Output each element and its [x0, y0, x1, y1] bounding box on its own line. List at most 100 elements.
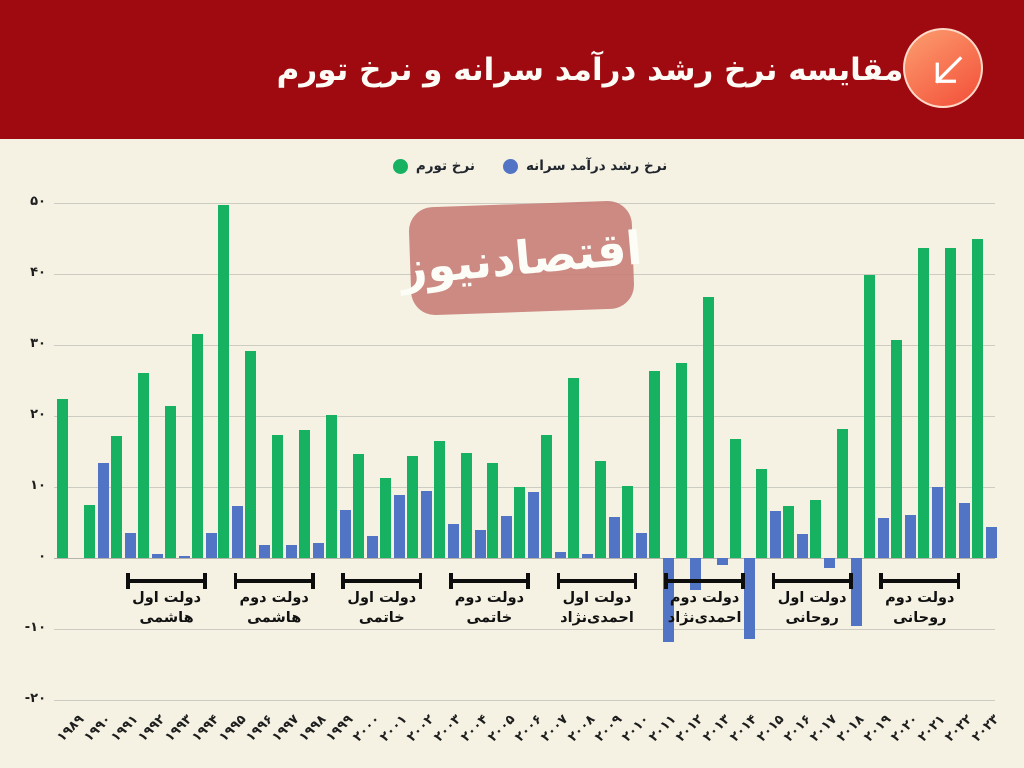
x-axis-year-label: ۲۰۱۹ — [861, 712, 895, 746]
period-label-6: دولت اول روحانی — [742, 588, 882, 628]
period-label-5: دولت دوم احمدی‌نژاد — [635, 588, 775, 628]
period-label-line1: دولت اول — [347, 590, 417, 606]
x-axis-year-label: ۲۰۰۰ — [350, 712, 384, 746]
bar-inflation-2009 — [595, 460, 606, 558]
period-label-line1: دولت دوم — [239, 590, 309, 606]
period-bracket-line-6 — [771, 579, 853, 583]
x-axis-year-label: ۲۰۱۸ — [834, 712, 868, 746]
bar-inflation-1994 — [191, 333, 203, 558]
bar-income-growth-2005 — [501, 516, 513, 558]
bar-inflation-1991 — [110, 435, 122, 558]
x-axis-year-label: ۲۰۰۶ — [511, 712, 545, 746]
bar-inflation-2012 — [675, 362, 687, 558]
x-axis-year-label: ۲۰۱۴ — [727, 712, 761, 746]
x-axis-year-label: ۱۹۹۶ — [242, 712, 276, 746]
period-bracket-cap — [311, 572, 315, 589]
x-axis-year-label: ۲۰۱۱ — [646, 712, 680, 746]
period-bracket-cap — [741, 572, 745, 589]
bar-inflation-2022 — [944, 247, 956, 558]
x-axis-year-label: ۲۰۱۵ — [753, 712, 788, 746]
period-label-4: دولت اول احمدی‌نژاد — [527, 588, 667, 628]
bar-inflation-2021 — [917, 248, 929, 558]
inflation-legend-dot-icon — [392, 158, 408, 174]
bar-income-growth-1993 — [178, 555, 190, 558]
period-bracket-cap — [418, 572, 423, 589]
period-label-7: دولت دوم روحانی — [850, 588, 990, 628]
bar-income-growth-1999 — [340, 510, 351, 558]
y-axis-tick-label: ۱۰ — [30, 478, 46, 493]
bar-inflation-1995 — [218, 205, 230, 558]
period-bracket-cap — [849, 572, 853, 589]
x-axis-year-label: ۲۰۲۰ — [888, 712, 922, 746]
bar-income-growth-1998 — [313, 543, 325, 558]
legend-item-inflation: نرخ تورم — [392, 158, 475, 174]
x-axis-year-label: ۲۰۰۴ — [458, 712, 492, 746]
period-bracket-line-1 — [233, 579, 315, 583]
bar-income-growth-2014 — [743, 558, 755, 639]
period-label-line1: دولت دوم — [885, 590, 955, 606]
x-axis-year-label: ۱۹۹۲ — [135, 712, 169, 746]
arrow-down-left-icon — [903, 28, 983, 108]
x-axis-year-label: ۲۰۰۸ — [565, 712, 599, 746]
period-label-line2: روحانی — [785, 610, 839, 626]
income-growth-legend-dot-icon — [502, 158, 518, 174]
x-axis-year-label: ۱۹۹۸ — [296, 712, 330, 746]
bar-income-growth-2023 — [985, 526, 997, 558]
bar-inflation-2010 — [621, 485, 633, 558]
period-bracket-cap — [526, 572, 530, 589]
x-axis-year-label: ۱۹۸۹ — [54, 712, 88, 746]
x-axis-year-label: ۲۰۱۳ — [700, 712, 734, 746]
period-bracket-cap — [449, 572, 453, 589]
bar-inflation-2005 — [487, 462, 499, 558]
bar-inflation-2017 — [810, 500, 822, 558]
period-bracket-line-4 — [556, 579, 638, 583]
bar-inflation-2007 — [541, 435, 553, 558]
bar-income-growth-2019 — [878, 518, 889, 558]
bar-inflation-2004 — [460, 452, 472, 558]
bar-inflation-2001 — [379, 477, 391, 558]
bar-inflation-2015 — [756, 469, 768, 558]
x-axis-year-label: ۲۰۱۰ — [619, 712, 653, 746]
bar-inflation-1998 — [299, 430, 311, 558]
bar-inflation-2003 — [433, 440, 445, 558]
bar-income-growth-2021 — [931, 487, 943, 558]
period-label-line2: هاشمی — [247, 610, 302, 626]
period-bracket-cap — [771, 572, 776, 589]
gridline-y--10 — [54, 628, 995, 630]
bar-inflation-1993 — [164, 406, 176, 558]
bar-income-growth-1996 — [259, 544, 271, 558]
x-axis-year-label: ۱۹۹۷ — [269, 712, 303, 746]
period-bracket-cap — [126, 572, 130, 589]
eghtesadnews-watermark: اقتصادنیوز — [398, 200, 645, 316]
legend-item-income-growth: نرخ رشد درآمد سرانه — [502, 158, 667, 174]
gridline-y-0 — [54, 557, 995, 559]
y-axis-tick-label: -۱۰ — [24, 620, 46, 635]
x-axis-year-label: ۱۹۹۴ — [189, 712, 223, 746]
period-label-line1: دولت دوم — [454, 590, 525, 606]
bar-inflation-2008 — [568, 377, 580, 558]
y-axis-tick-label: ۳۰ — [30, 336, 46, 351]
bar-inflation-2018 — [837, 428, 849, 558]
bar-inflation-2013 — [702, 297, 714, 558]
period-bracket-cap — [233, 572, 238, 589]
period-label-line1: دولت اول — [777, 590, 847, 606]
period-bracket-cap — [956, 572, 961, 589]
bar-income-growth-1997 — [286, 545, 298, 558]
bar-inflation-2019 — [864, 275, 875, 558]
chart-legend: نرخ تورم نرخ رشد درآمد سرانه — [0, 158, 1024, 174]
period-label-line2: احمدی‌نژاد — [560, 610, 634, 626]
bar-inflation-2014 — [729, 439, 741, 558]
period-bracket-cap — [556, 572, 561, 589]
x-axis-year-label: ۲۰۰۵ — [484, 712, 519, 746]
bar-income-growth-1991 — [124, 533, 136, 558]
bar-income-growth-1992 — [151, 553, 163, 558]
period-label-line1: دولت اول — [562, 590, 632, 606]
bar-inflation-2020 — [890, 340, 902, 558]
period-label-line2: خاتمی — [358, 610, 405, 626]
x-axis-year-label: ۲۰۲۳ — [969, 712, 1003, 746]
bar-income-growth-2010 — [635, 533, 647, 558]
period-label-3: دولت دوم خاتمی — [419, 588, 559, 628]
bar-inflation-2002 — [406, 456, 418, 558]
x-axis-year-label: ۲۰۱۶ — [780, 712, 814, 746]
